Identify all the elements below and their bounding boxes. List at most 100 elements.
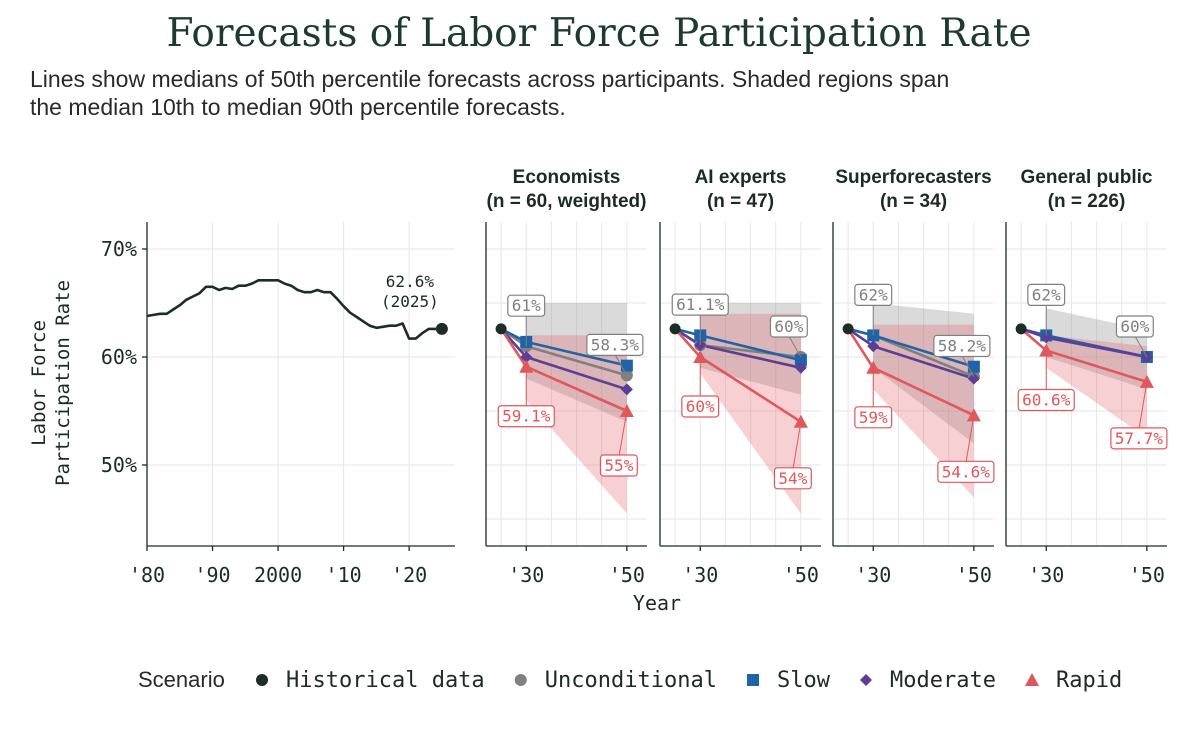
value-label-box — [854, 406, 893, 429]
historical-end-point — [435, 322, 448, 335]
facet-title-line2: (n = 60, weighted) — [487, 191, 647, 212]
historical-line — [146, 278, 442, 340]
value-label-box — [497, 405, 555, 428]
slow-point — [967, 360, 980, 373]
facet-panel: AI experts (n = 47) '30 '50 61.1% 60% 60% 54% — [659, 167, 821, 587]
value-label-box — [769, 315, 808, 338]
hist-x-tick-label: 2000 — [254, 563, 302, 587]
y-tick-label: 60% — [101, 345, 137, 369]
value-label-box — [681, 395, 720, 418]
value-label-rapid: 54% — [778, 469, 807, 488]
legend-label-historical: Historical data — [286, 668, 485, 693]
hist-x-tick-label: '20 — [391, 563, 427, 587]
value-label-box — [1017, 388, 1075, 412]
hist-x-tick-label: '10 — [326, 563, 362, 587]
value-label-box — [937, 460, 995, 483]
value-label-unconditional: 61.1% — [676, 295, 725, 314]
legend-marker-moderate — [860, 674, 872, 686]
moderate-point — [967, 372, 980, 385]
facet-title-line2: (n = 47) — [707, 191, 774, 212]
historical-panel: 50% 60% 70% '80 '90 2000 '10 '20 62.6%(2025) — [101, 222, 455, 587]
rapid-band — [1046, 335, 1147, 438]
rapid-point — [966, 408, 981, 422]
value-label-unconditional: 58.3% — [591, 335, 640, 354]
label-leader — [965, 415, 975, 464]
value-label-box — [586, 333, 644, 356]
legend-marker-historical — [256, 674, 268, 686]
hist-x-tick-label: '80 — [129, 563, 165, 587]
moderate-point — [794, 361, 807, 374]
value-label-rapid: 60.6% — [1022, 391, 1071, 410]
value-label-box — [1027, 283, 1066, 306]
facet-x-tick-label: '30 — [855, 563, 891, 587]
label-leader — [618, 410, 628, 458]
label-leader — [1134, 335, 1148, 358]
start-point — [842, 323, 854, 335]
rapid-band — [873, 324, 974, 498]
value-label-rapid: 54.6% — [942, 462, 991, 481]
legend-title: Scenario — [138, 667, 225, 692]
value-label-unconditional: 58.2% — [938, 336, 987, 355]
y-axis-label: Labor Force Participation Rate — [28, 280, 74, 486]
value-label-unconditional: 60% — [774, 317, 803, 336]
legend-label-rapid: Rapid — [1056, 668, 1122, 693]
legend-marker-unconditional — [514, 674, 527, 686]
rapid-point — [866, 360, 881, 374]
moderate-point — [867, 340, 880, 353]
facet-x-tick-label: '50 — [1129, 563, 1165, 587]
moderate-point — [620, 383, 633, 396]
facet-title-line2: (n = 226) — [1048, 191, 1126, 212]
moderate-point — [1040, 331, 1053, 344]
start-point — [669, 323, 681, 335]
rapid-point — [619, 404, 634, 417]
facet-x-tick-label: '30 — [1028, 563, 1064, 587]
legend-marker-rapid — [1025, 673, 1039, 686]
value-label-box — [773, 467, 812, 490]
facet-title-line1: General public — [1021, 167, 1153, 188]
hist-x-tick-label: '90 — [194, 563, 230, 587]
legend-marker-slow — [747, 674, 759, 686]
y-axis-label-line1: Labor Force — [28, 320, 50, 446]
rapid-point — [793, 414, 808, 428]
label-leader — [788, 335, 802, 358]
label-leader — [614, 354, 628, 376]
y-axis-label-line2: Participation Rate — [52, 280, 74, 486]
value-label-unconditional: 62% — [859, 285, 888, 304]
y-tick-label: 70% — [101, 237, 137, 261]
label-leader — [1138, 381, 1148, 430]
value-label-unconditional: 61% — [512, 296, 541, 315]
value-label-box — [599, 454, 638, 477]
facet-title-line1: AI experts — [695, 167, 787, 188]
legend-label-moderate: Moderate — [890, 668, 996, 693]
facet-title-line1: Economists — [513, 167, 621, 188]
chart-title: Forecasts of Labor Force Participation R… — [166, 11, 1031, 56]
slow-point — [794, 354, 807, 367]
historical-end-label-value: 62.6% — [386, 272, 435, 291]
chart-subtitle-line1: Lines show medians of 50th percentile fo… — [30, 66, 949, 92]
chart-subtitle-line2: the median 10th to median 90th percentil… — [30, 94, 566, 120]
legend-label-slow: Slow — [777, 668, 831, 693]
facet-panel: General public (n = 226) '30 '50 62% 60% 60.6%… — [1005, 167, 1168, 587]
unconditional-band — [526, 303, 627, 422]
facet-x-tick-label: '30 — [682, 563, 718, 587]
facet-panel: Superforecasters (n = 34) '30 '50 62% 58.2% 59… — [832, 167, 995, 587]
facet-x-tick-label: '50 — [956, 563, 992, 587]
label-leader — [792, 421, 802, 470]
facet-x-tick-label: '50 — [609, 563, 645, 587]
forecast-facets: Economists (n = 60, weighted) '30 '50 61% 58.… — [485, 167, 1168, 587]
value-label-rapid: 57.7% — [1115, 429, 1164, 448]
facet-x-tick-label: '30 — [508, 563, 544, 587]
historical-end-label-year: (2025) — [381, 292, 439, 311]
value-label-box — [854, 283, 893, 306]
rapid-band — [700, 313, 801, 514]
value-label-rapid: 60% — [686, 397, 715, 416]
legend: Scenario Historical data Unconditional Slow… — [138, 667, 1122, 693]
slow-point — [620, 359, 633, 372]
label-leader — [961, 355, 975, 377]
facet-title-line1: Superforecasters — [835, 167, 991, 188]
rapid-point — [519, 359, 534, 373]
value-label-rapid: 59% — [859, 408, 888, 427]
rapid-point — [1139, 374, 1154, 388]
value-label-rapid: 59.1% — [502, 407, 551, 426]
value-label-box — [507, 294, 546, 317]
